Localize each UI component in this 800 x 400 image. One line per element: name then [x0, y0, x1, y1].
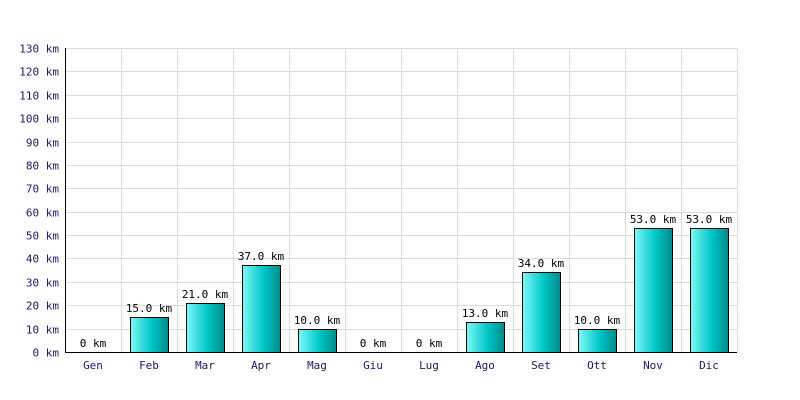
x-tick-label: Lug	[419, 359, 439, 372]
y-tick-label: 10 km	[26, 324, 59, 337]
x-tick-label: Gen	[83, 359, 103, 372]
x-tick-label: Mar	[195, 359, 215, 372]
y-tick-label: 110 km	[19, 90, 59, 103]
y-tick-label: 80 km	[26, 160, 59, 173]
y-tick-label: 100 km	[19, 113, 59, 126]
labels: 0 km 10 km 20 km 30 km 40 km 50 km 60 km 70 km 8…	[19, 43, 732, 373]
y-tick-label: 0 km	[33, 347, 60, 360]
bar-apr	[242, 265, 281, 353]
bars	[130, 228, 729, 353]
y-tick-label: 30 km	[26, 277, 59, 290]
y-tick-label: 20 km	[26, 300, 59, 313]
data-label: 13.0 km	[462, 307, 509, 320]
x-tick-label: Nov	[643, 359, 663, 372]
data-label: 53.0 km	[630, 213, 677, 226]
y-tick-label: 40 km	[26, 253, 59, 266]
x-tick-label: Dic	[699, 359, 719, 372]
bar-nov	[634, 228, 673, 353]
bar-ott	[578, 329, 617, 353]
x-tick-label: Feb	[139, 359, 159, 372]
grid	[65, 48, 738, 353]
x-tick-label: Set	[531, 359, 551, 372]
x-tick-label: Mag	[307, 359, 327, 372]
data-label: 10.0 km	[574, 314, 621, 327]
data-label: 53.0 km	[686, 213, 733, 226]
data-label: 0 km	[360, 337, 387, 350]
data-label: 0 km	[80, 337, 107, 350]
data-label: 15.0 km	[126, 302, 173, 315]
y-tick-label: 130 km	[19, 43, 59, 56]
axes	[65, 48, 737, 353]
y-tick-label: 90 km	[26, 137, 59, 150]
bar-feb	[130, 317, 169, 353]
bar-mag	[298, 329, 337, 353]
bar-set	[522, 272, 561, 353]
y-tick-label: 70 km	[26, 183, 59, 196]
data-label: 10.0 km	[294, 314, 341, 327]
data-label: 37.0 km	[238, 250, 285, 263]
x-tick-label: Giu	[363, 359, 383, 372]
bar-ago	[466, 322, 505, 353]
bar-dic	[690, 228, 729, 353]
x-tick-label: Ott	[587, 359, 607, 372]
y-tick-label: 120 km	[19, 66, 59, 79]
data-label: 21.0 km	[182, 288, 229, 301]
x-tick-label: Ago	[475, 359, 495, 372]
bar-mar	[186, 303, 225, 353]
y-tick-label: 60 km	[26, 207, 59, 220]
data-label: 34.0 km	[518, 257, 565, 270]
data-label: 0 km	[416, 337, 443, 350]
x-tick-label: Apr	[251, 359, 271, 372]
y-tick-label: 50 km	[26, 230, 59, 243]
